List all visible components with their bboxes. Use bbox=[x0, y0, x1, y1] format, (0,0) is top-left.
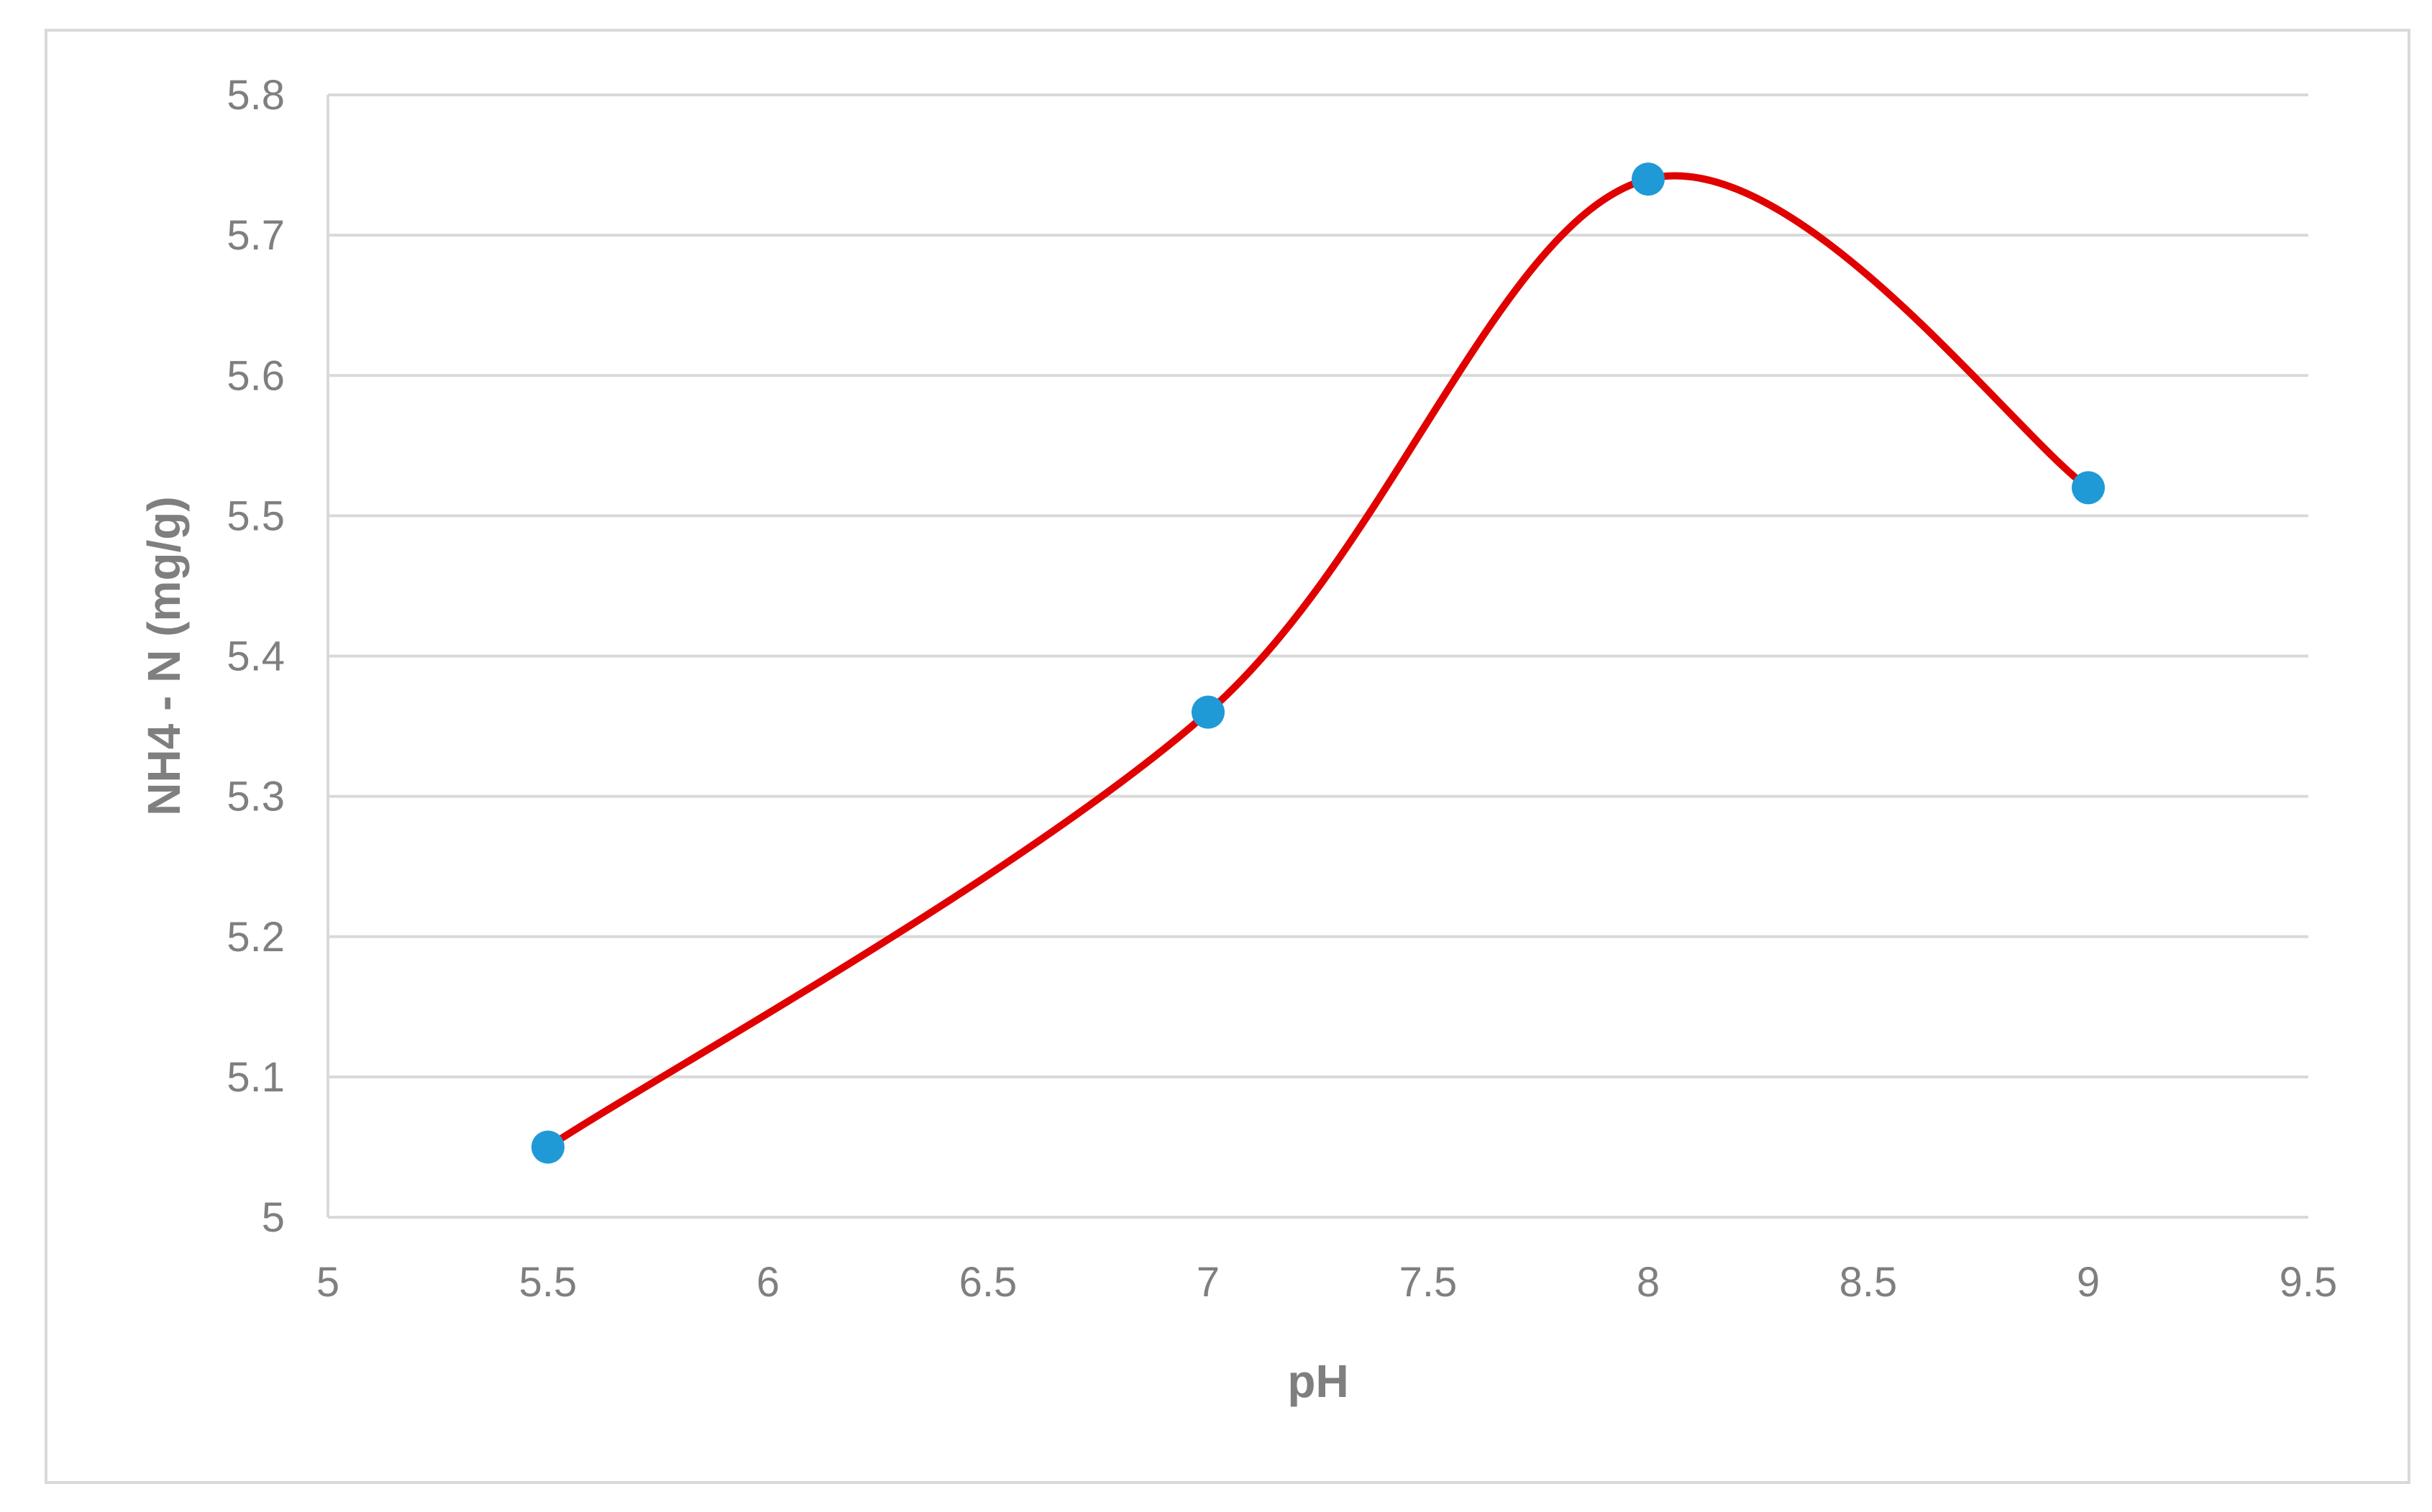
y-tick-label: 5.6 bbox=[227, 352, 285, 399]
data-point-2 bbox=[1632, 162, 1665, 196]
x-tick-label: 9.5 bbox=[2280, 1259, 2338, 1306]
chart-frame bbox=[45, 29, 2410, 1484]
axes bbox=[326, 95, 2308, 1219]
x-tick-label: 7.5 bbox=[1399, 1259, 1458, 1306]
x-tick-label: 8 bbox=[1637, 1259, 1660, 1306]
series bbox=[531, 162, 2105, 1164]
y-tick-label: 5.3 bbox=[227, 774, 285, 820]
x-tick-label: 6.5 bbox=[959, 1259, 1018, 1306]
x-axis-title: pH bbox=[1287, 1355, 1348, 1407]
y-tick-labels: 5 5.1 5.2 5.3 5.4 5.5 5.6 5.7 5.8 bbox=[227, 72, 285, 1241]
y-axis-title: NH4 - N (mg/g) bbox=[138, 496, 190, 815]
y-tick-label: 5.4 bbox=[227, 633, 285, 680]
data-point-3 bbox=[2072, 471, 2105, 505]
y-tick-label: 5 bbox=[262, 1194, 285, 1241]
data-point-1 bbox=[1192, 695, 1225, 729]
x-tick-label: 8.5 bbox=[1839, 1259, 1898, 1306]
data-point-0 bbox=[531, 1130, 564, 1164]
y-tick-label: 5.5 bbox=[227, 492, 285, 539]
y-tick-label: 5.1 bbox=[227, 1054, 285, 1101]
x-tick-labels: 5 5.5 6 6.5 7 7.5 8 8.5 9 9.5 bbox=[316, 1259, 2337, 1306]
y-tick-label: 5.8 bbox=[227, 72, 285, 119]
x-tick-label: 9 bbox=[2077, 1259, 2100, 1306]
series-line-0 bbox=[544, 172, 2092, 1151]
y-tick-label: 5.7 bbox=[227, 212, 285, 259]
x-tick-label: 6 bbox=[756, 1259, 780, 1306]
x-tick-label: 5 bbox=[316, 1259, 339, 1306]
x-tick-label: 5.5 bbox=[519, 1259, 577, 1306]
y-tick-label: 5.2 bbox=[227, 914, 285, 961]
x-tick-label: 7 bbox=[1197, 1259, 1220, 1306]
